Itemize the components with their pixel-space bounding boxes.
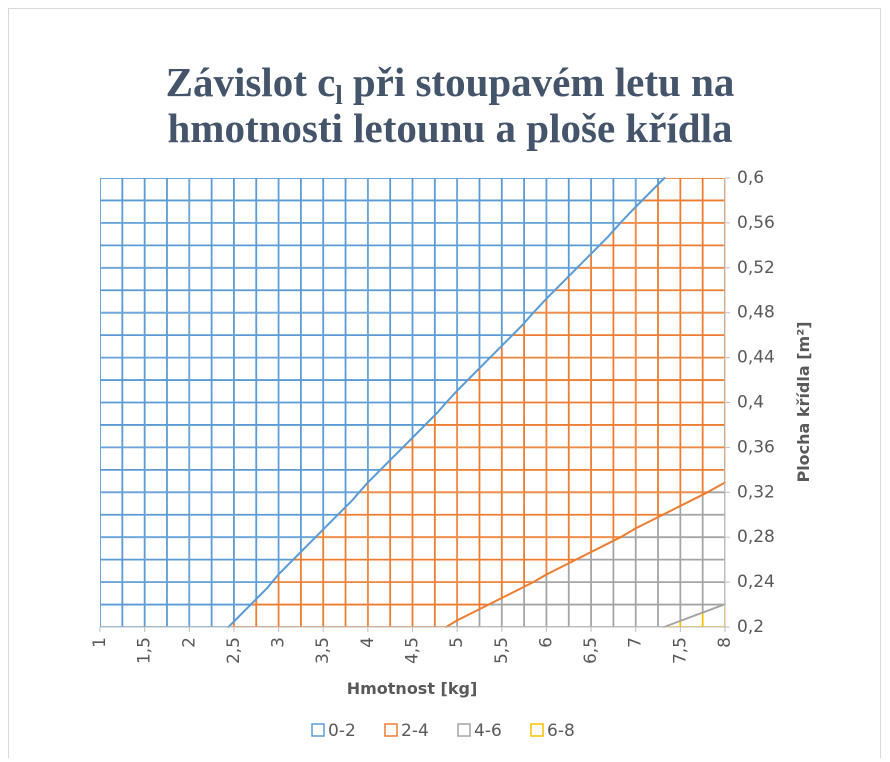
title-part: Závislot c [166,59,336,105]
contour-line [545,536,622,576]
legend-swatch [457,723,471,737]
contour-line [619,205,637,224]
chart-title-line: hmotnosti letounu a ploše křídla [168,105,733,151]
x-tick-label: 5,5 [492,637,512,664]
y-tick-label: 0,24 [737,572,775,592]
contour-line [227,586,269,628]
y-tick-label: 0,28 [737,527,775,547]
y-tick-label: 0,2 [737,617,764,637]
x-tick-label: 2,5 [224,637,244,664]
y-tick-label: 0,52 [737,258,775,278]
contour-line [634,177,666,208]
contour-line [314,499,354,539]
contour-line [606,221,622,238]
y-tick-label: 0,6 [737,168,764,188]
contour-line [532,297,548,314]
x-tick-label: 3 [269,637,289,648]
contour-line [266,581,274,589]
contour-line [456,356,492,392]
contour-line [445,389,459,404]
x-tick-label: 3,5 [313,637,333,664]
chart-title: Závislot cl při stoupavém letu na [166,59,735,110]
contour-line [576,235,609,269]
contour-line [489,323,524,359]
x-tick-label: 7,5 [670,637,690,664]
title-subscript: l [335,80,343,110]
x-tick-label: 6 [536,637,556,648]
contour-line [358,481,369,494]
contour-line [445,619,459,628]
y-tick-label: 0,4 [737,393,764,413]
x-tick-label: 4 [358,637,378,648]
contour-line [351,491,361,502]
contour-line [401,411,439,449]
contour-line [366,446,404,484]
contour-line [619,527,637,539]
x-tick-label: 1,5 [135,637,155,664]
y-tick-label: 0,48 [737,303,775,323]
contour-line [521,311,535,326]
legend-label: 6-8 [547,721,575,741]
chart-frame [8,8,881,762]
x-axis-title: Hmotnost [kg] [347,679,478,698]
x-tick-label: 2 [179,637,199,648]
contour-line [663,603,726,628]
y-tick-label: 0,56 [737,213,775,233]
x-tick-label: 7 [626,637,646,648]
contour-line [545,266,579,300]
y-tick-label: 0,32 [737,482,775,502]
y-axis-title: Plocha křídla [m²] [794,321,813,482]
legend-swatch [311,723,325,737]
legend-label: 0-2 [328,721,356,741]
legend-label: 2-4 [401,721,429,741]
legend-swatch [384,723,398,737]
legend-label: 4-6 [474,721,502,741]
contour-line [436,401,448,414]
x-tick-label: 8 [715,637,735,648]
y-tick-label: 0,36 [737,437,775,457]
x-tick-label: 1 [90,637,110,648]
x-tick-label: 4,5 [403,637,423,664]
contour-line [277,536,317,576]
contour-line [532,573,548,584]
contour-line [706,481,726,494]
x-tick-label: 6,5 [581,637,601,664]
contour-line [271,573,280,584]
legend-swatch [530,723,544,737]
y-tick-label: 0,44 [737,348,775,368]
title-part: při stoupavém letu na [353,59,735,105]
contour-line [456,581,535,622]
contour-line [634,491,709,530]
x-tick-label: 5 [447,637,467,648]
